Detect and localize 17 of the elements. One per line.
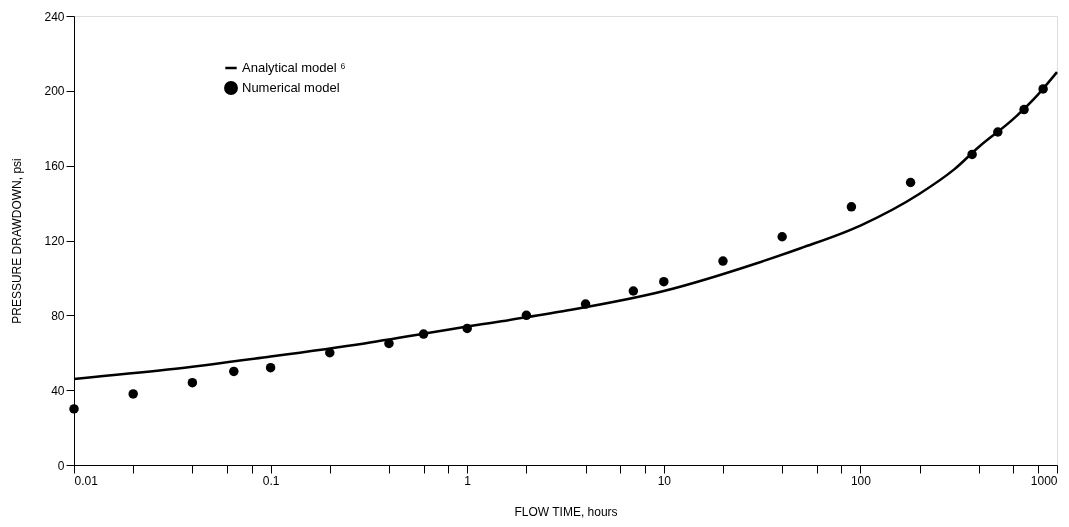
x-tick-label: 10 — [657, 473, 672, 488]
y-tick-label: 80 — [51, 308, 65, 323]
legend-label: Numerical model — [242, 80, 340, 95]
x-tick-label: 0.1 — [262, 473, 280, 488]
x-axis-title: FLOW TIME, hours — [514, 504, 618, 519]
y-tick-label: 200 — [44, 84, 65, 99]
x-tick-label: 100 — [850, 473, 872, 488]
y-axis-title: PRESSURE DRAWDOWN, psi — [10, 158, 25, 324]
y-tick-label: 240 — [44, 9, 65, 24]
y-tick-label: 120 — [44, 234, 65, 248]
x-tick-label: 1000 — [1030, 473, 1058, 488]
x-tick-label: 1 — [464, 473, 472, 488]
x-tick-label: 0.01 — [74, 473, 99, 488]
legend-label: Analytical model ⁶ — [242, 60, 346, 75]
y-tick-label: 0 — [57, 458, 65, 473]
y-tick-label: 40 — [51, 383, 65, 398]
y-tick-label: 160 — [44, 159, 65, 174]
